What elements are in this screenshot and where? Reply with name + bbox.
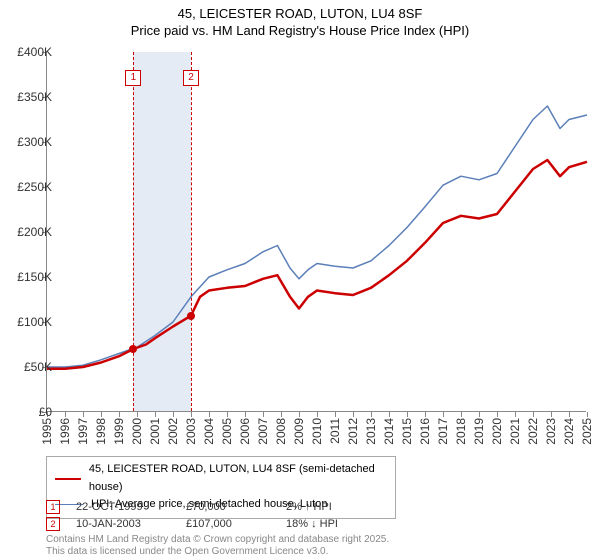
xtick [101,412,102,417]
ylabel: £400K [17,45,52,59]
footer-credits: Contains HM Land Registry data © Crown c… [46,534,389,558]
xlabel: 1999 [112,418,126,445]
xtick [155,412,156,417]
xlabel: 1997 [76,418,90,445]
xlabel: 2016 [418,418,432,445]
xtick [137,412,138,417]
xlabel: 2018 [454,418,468,445]
ylabel: £50K [24,360,52,374]
xtick [173,412,174,417]
title-line-1: 45, LEICESTER ROAD, LUTON, LU4 8SF [0,6,600,23]
event-marker-2: 2 [46,517,60,531]
ylabel: £100K [17,315,52,329]
event-hpi: 18% ↓ HPI [286,518,338,530]
xlabel: 1996 [58,418,72,445]
xtick [209,412,210,417]
xtick [371,412,372,417]
xlabel: 2012 [346,418,360,445]
xlabel: 2002 [166,418,180,445]
ylabel: £350K [17,90,52,104]
marker-box-2: 2 [183,70,199,86]
xtick [551,412,552,417]
xlabel: 2019 [472,418,486,445]
marker-line-2 [191,52,192,411]
event-date: 22-OCT-1999 [76,501,186,513]
sale-dot-1 [129,345,137,353]
series-hpi [47,106,587,367]
xtick [317,412,318,417]
event-date: 10-JAN-2003 [76,518,186,530]
xlabel: 2021 [508,418,522,445]
legend-swatch-property [55,478,81,480]
xtick [533,412,534,417]
xtick [281,412,282,417]
xlabel: 2000 [130,418,144,445]
xtick [407,412,408,417]
xtick [299,412,300,417]
xlabel: 2003 [184,418,198,445]
marker-box-1: 1 [125,70,141,86]
xtick [569,412,570,417]
footer-line-1: Contains HM Land Registry data © Crown c… [46,534,389,546]
ylabel: £200K [17,225,52,239]
event-marker-1: 1 [46,500,60,514]
event-row-2: 2 10-JAN-2003£107,00018% ↓ HPI [46,517,338,531]
title-block: 45, LEICESTER ROAD, LUTON, LU4 8SF Price… [0,0,600,40]
xtick [587,412,588,417]
xlabel: 2014 [382,418,396,445]
legend-label-property: 45, LEICESTER ROAD, LUTON, LU4 8SF (semi… [89,461,387,496]
xlabel: 2013 [364,418,378,445]
xlabel: 2004 [202,418,216,445]
legend-row-property: 45, LEICESTER ROAD, LUTON, LU4 8SF (semi… [55,461,387,496]
xlabel: 1995 [40,418,54,445]
xtick [443,412,444,417]
event-price: £107,000 [186,518,286,530]
xlabel: 2023 [544,418,558,445]
xtick [245,412,246,417]
event-price: £70,000 [186,501,286,513]
title-line-2: Price paid vs. HM Land Registry's House … [0,23,600,40]
xlabel: 2006 [238,418,252,445]
xtick [119,412,120,417]
xlabel: 2017 [436,418,450,445]
xlabel: 2025 [580,418,594,445]
xtick [335,412,336,417]
xlabel: 1998 [94,418,108,445]
xlabel: 2005 [220,418,234,445]
xtick [227,412,228,417]
chart-container: 45, LEICESTER ROAD, LUTON, LU4 8SF Price… [0,0,600,560]
xtick [83,412,84,417]
xtick [353,412,354,417]
xlabel: 2009 [292,418,306,445]
ylabel: £300K [17,135,52,149]
xtick [497,412,498,417]
xlabel: 2022 [526,418,540,445]
events-table: 1 22-OCT-1999£70,0002% ↑ HPI 2 10-JAN-2003£… [46,500,338,534]
xlabel: 2015 [400,418,414,445]
xlabel: 2007 [256,418,270,445]
xtick [389,412,390,417]
xlabel: 2020 [490,418,504,445]
chart-svg [47,52,586,411]
plot-area: 12 [46,52,586,412]
event-hpi: 2% ↑ HPI [286,501,332,513]
sale-dot-2 [187,312,195,320]
ylabel: £250K [17,180,52,194]
xlabel: 2010 [310,418,324,445]
xlabel: 2001 [148,418,162,445]
xlabel: 2008 [274,418,288,445]
xlabel: 2011 [328,418,342,444]
footer-line-2: This data is licensed under the Open Gov… [46,546,389,558]
xtick [263,412,264,417]
xtick [461,412,462,417]
marker-line-1 [133,52,134,411]
xtick [65,412,66,417]
ylabel: £150K [17,270,52,284]
xtick [191,412,192,417]
xtick [515,412,516,417]
xtick [425,412,426,417]
xlabel: 2024 [562,418,576,445]
event-row-1: 1 22-OCT-1999£70,0002% ↑ HPI [46,500,338,514]
xtick [479,412,480,417]
